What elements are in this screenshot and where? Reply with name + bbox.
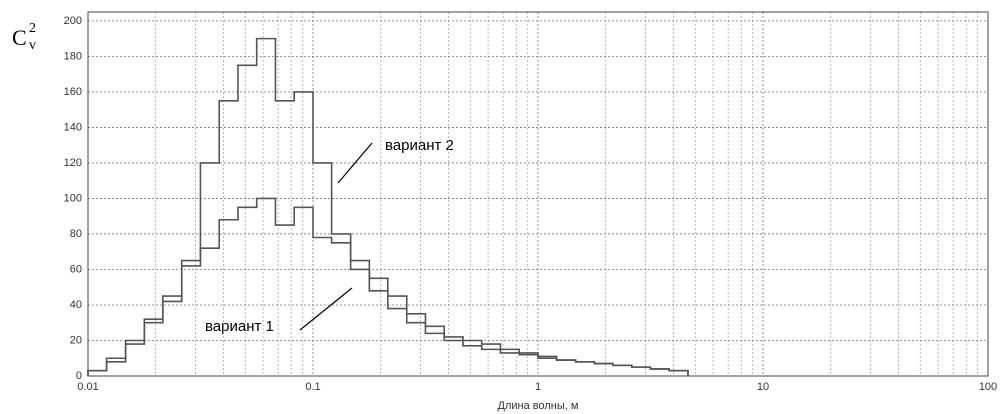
y-tick-label: 120 (64, 157, 82, 169)
y-tick-label: 80 (70, 228, 82, 240)
x-axis-label: Длина волны, м (498, 400, 579, 412)
x-tick-label: 0.1 (305, 381, 320, 393)
step-connector (87, 38, 689, 376)
x-tick-label: 100 (979, 381, 997, 393)
y-tick-label: 0 (76, 370, 82, 382)
y-tick-label: 140 (64, 121, 82, 133)
y-tick-label: 100 (64, 192, 82, 204)
y-tick-label: 160 (64, 86, 82, 98)
y-tick-label: 200 (64, 15, 82, 27)
y-tick-label: 20 (70, 334, 82, 346)
y-axis-label: C (12, 25, 27, 50)
annotation: вариант 2 (385, 137, 454, 154)
y-tick-label: 40 (70, 299, 82, 311)
plot-frame (87, 11, 989, 377)
y-axis-label-sub: v (29, 38, 36, 53)
y-axis-label-sup: 2 (29, 21, 36, 36)
x-tick-label: 0.01 (77, 381, 98, 393)
annotation: вариант 1 (205, 318, 274, 335)
annotation-line (337, 142, 373, 184)
y-tick-label: 180 (64, 50, 82, 62)
x-tick-label: 10 (757, 381, 769, 393)
annotation-line (299, 287, 353, 331)
x-tick-label: 1 (535, 381, 541, 393)
y-tick-label: 60 (70, 263, 82, 275)
